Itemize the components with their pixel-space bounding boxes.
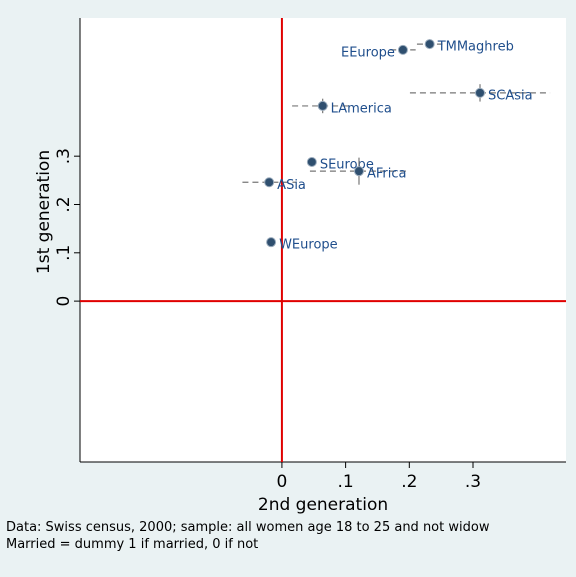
y-tick-label: .3 [54,148,74,164]
plot-area [80,18,566,462]
y-tick-label: .2 [54,196,74,212]
point-label: AFrica [367,167,407,182]
point-label: SCAsia [488,88,533,103]
x-tick-label: .3 [465,472,481,492]
point-label: EEurope [341,45,395,60]
x-tick-label: 0 [277,472,288,492]
point [397,44,408,55]
point-label: SEurope [320,157,374,172]
point [475,87,486,98]
x-tick-label: .2 [401,472,417,492]
point [266,237,277,248]
point [306,156,317,167]
point [353,166,364,177]
y-axis-title: 1st generation [34,150,54,274]
point [317,100,328,111]
point-label: ASia [277,178,306,193]
y-tick-label: .1 [54,245,74,261]
point-label: WEurope [279,238,338,253]
point [424,39,435,50]
x-axis-title: 2nd generation [258,495,388,515]
y-tick-label: 0 [54,296,74,307]
note: Married = dummy 1 if married, 0 if not [6,537,258,552]
x-tick-label: .1 [337,472,353,492]
note: Data: Swiss census, 2000; sample: all wo… [6,520,490,535]
point [264,177,275,188]
point-label: TMMaghreb [437,40,514,55]
point-label: LAmerica [331,101,392,116]
